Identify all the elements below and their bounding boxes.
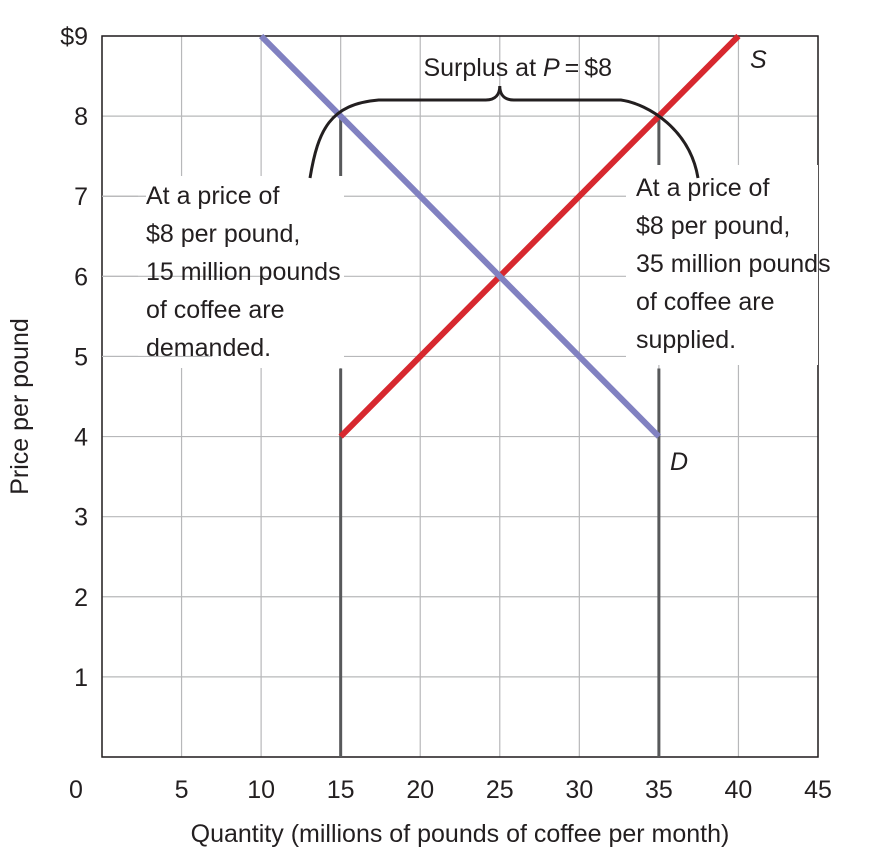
demanded-note-line: 15 million pounds [146, 258, 341, 286]
y-axis-title: Price per pound [6, 318, 34, 495]
supplied-note-line: 35 million pounds [636, 250, 831, 278]
curve-labels: SD [670, 46, 767, 476]
supply-curve-label: S [750, 46, 767, 74]
x-tick-label: 20 [406, 776, 434, 804]
x-tick-label: 25 [486, 776, 514, 804]
y-tick-label: 5 [74, 343, 88, 371]
series-d-line [258, 33, 662, 439]
x-tick-label: 10 [247, 776, 275, 804]
demand-curve-label: D [670, 448, 688, 476]
demanded-note-text: At a price of $8 per pound, 15 million pou… [146, 182, 341, 362]
plot-frame [101, 35, 819, 758]
supplied-note-line: At a price of [636, 174, 769, 202]
leader-lines [102, 195, 270, 358]
y-tick-label: 4 [74, 424, 88, 452]
x-tick-label: 35 [645, 776, 673, 804]
grid [101, 35, 819, 758]
series-lines [258, 33, 741, 439]
surplus-label-before: Surplus at [423, 54, 543, 82]
supplied-note: At a price of $8 per pound, 35 million pou… [636, 174, 831, 354]
y-tick-label: 6 [74, 263, 88, 291]
left-note-background [138, 176, 344, 368]
y-tick-label: 7 [74, 183, 88, 211]
surplus-brace [308, 85, 700, 179]
x-tick-label: 30 [565, 776, 593, 804]
x-tick-label: 45 [804, 776, 832, 804]
series-s-line [338, 33, 741, 439]
demanded-note-line: $8 per pound, [146, 220, 300, 248]
x-tick-label: 15 [327, 776, 355, 804]
x-axis-title: Quantity (millions of pounds of coffee p… [191, 820, 730, 848]
supplied-note-line: of coffee are [636, 288, 775, 316]
x-tick-label: 5 [175, 776, 189, 804]
supplied-note-line: supplied. [636, 326, 736, 354]
y-tick-label: 8 [74, 103, 88, 131]
x-tick-label: 40 [725, 776, 753, 804]
right-note-background [626, 165, 818, 365]
y-tick-label: 2 [74, 584, 88, 612]
demanded-note-line: demanded. [146, 334, 271, 362]
surplus-label-after: = $8 [560, 54, 612, 82]
surplus-label-price-symbol: P [543, 54, 560, 82]
y-tick-label: $9 [60, 23, 88, 51]
surplus-label: Surplus at P = $8 [423, 54, 612, 82]
y-tick-label: 1 [74, 664, 88, 692]
demanded-note: At a price of $8 per pound, 15 million pou… [146, 182, 341, 362]
demanded-note-line: At a price of [146, 182, 279, 210]
supplied-note-line: $8 per pound, [636, 212, 790, 240]
supplied-note-text: At a price of $8 per pound, 35 million pou… [636, 174, 831, 354]
demanded-note-line: of coffee are [146, 296, 285, 324]
x-tick-label: 0 [69, 776, 83, 804]
y-tick-label: 3 [74, 504, 88, 532]
